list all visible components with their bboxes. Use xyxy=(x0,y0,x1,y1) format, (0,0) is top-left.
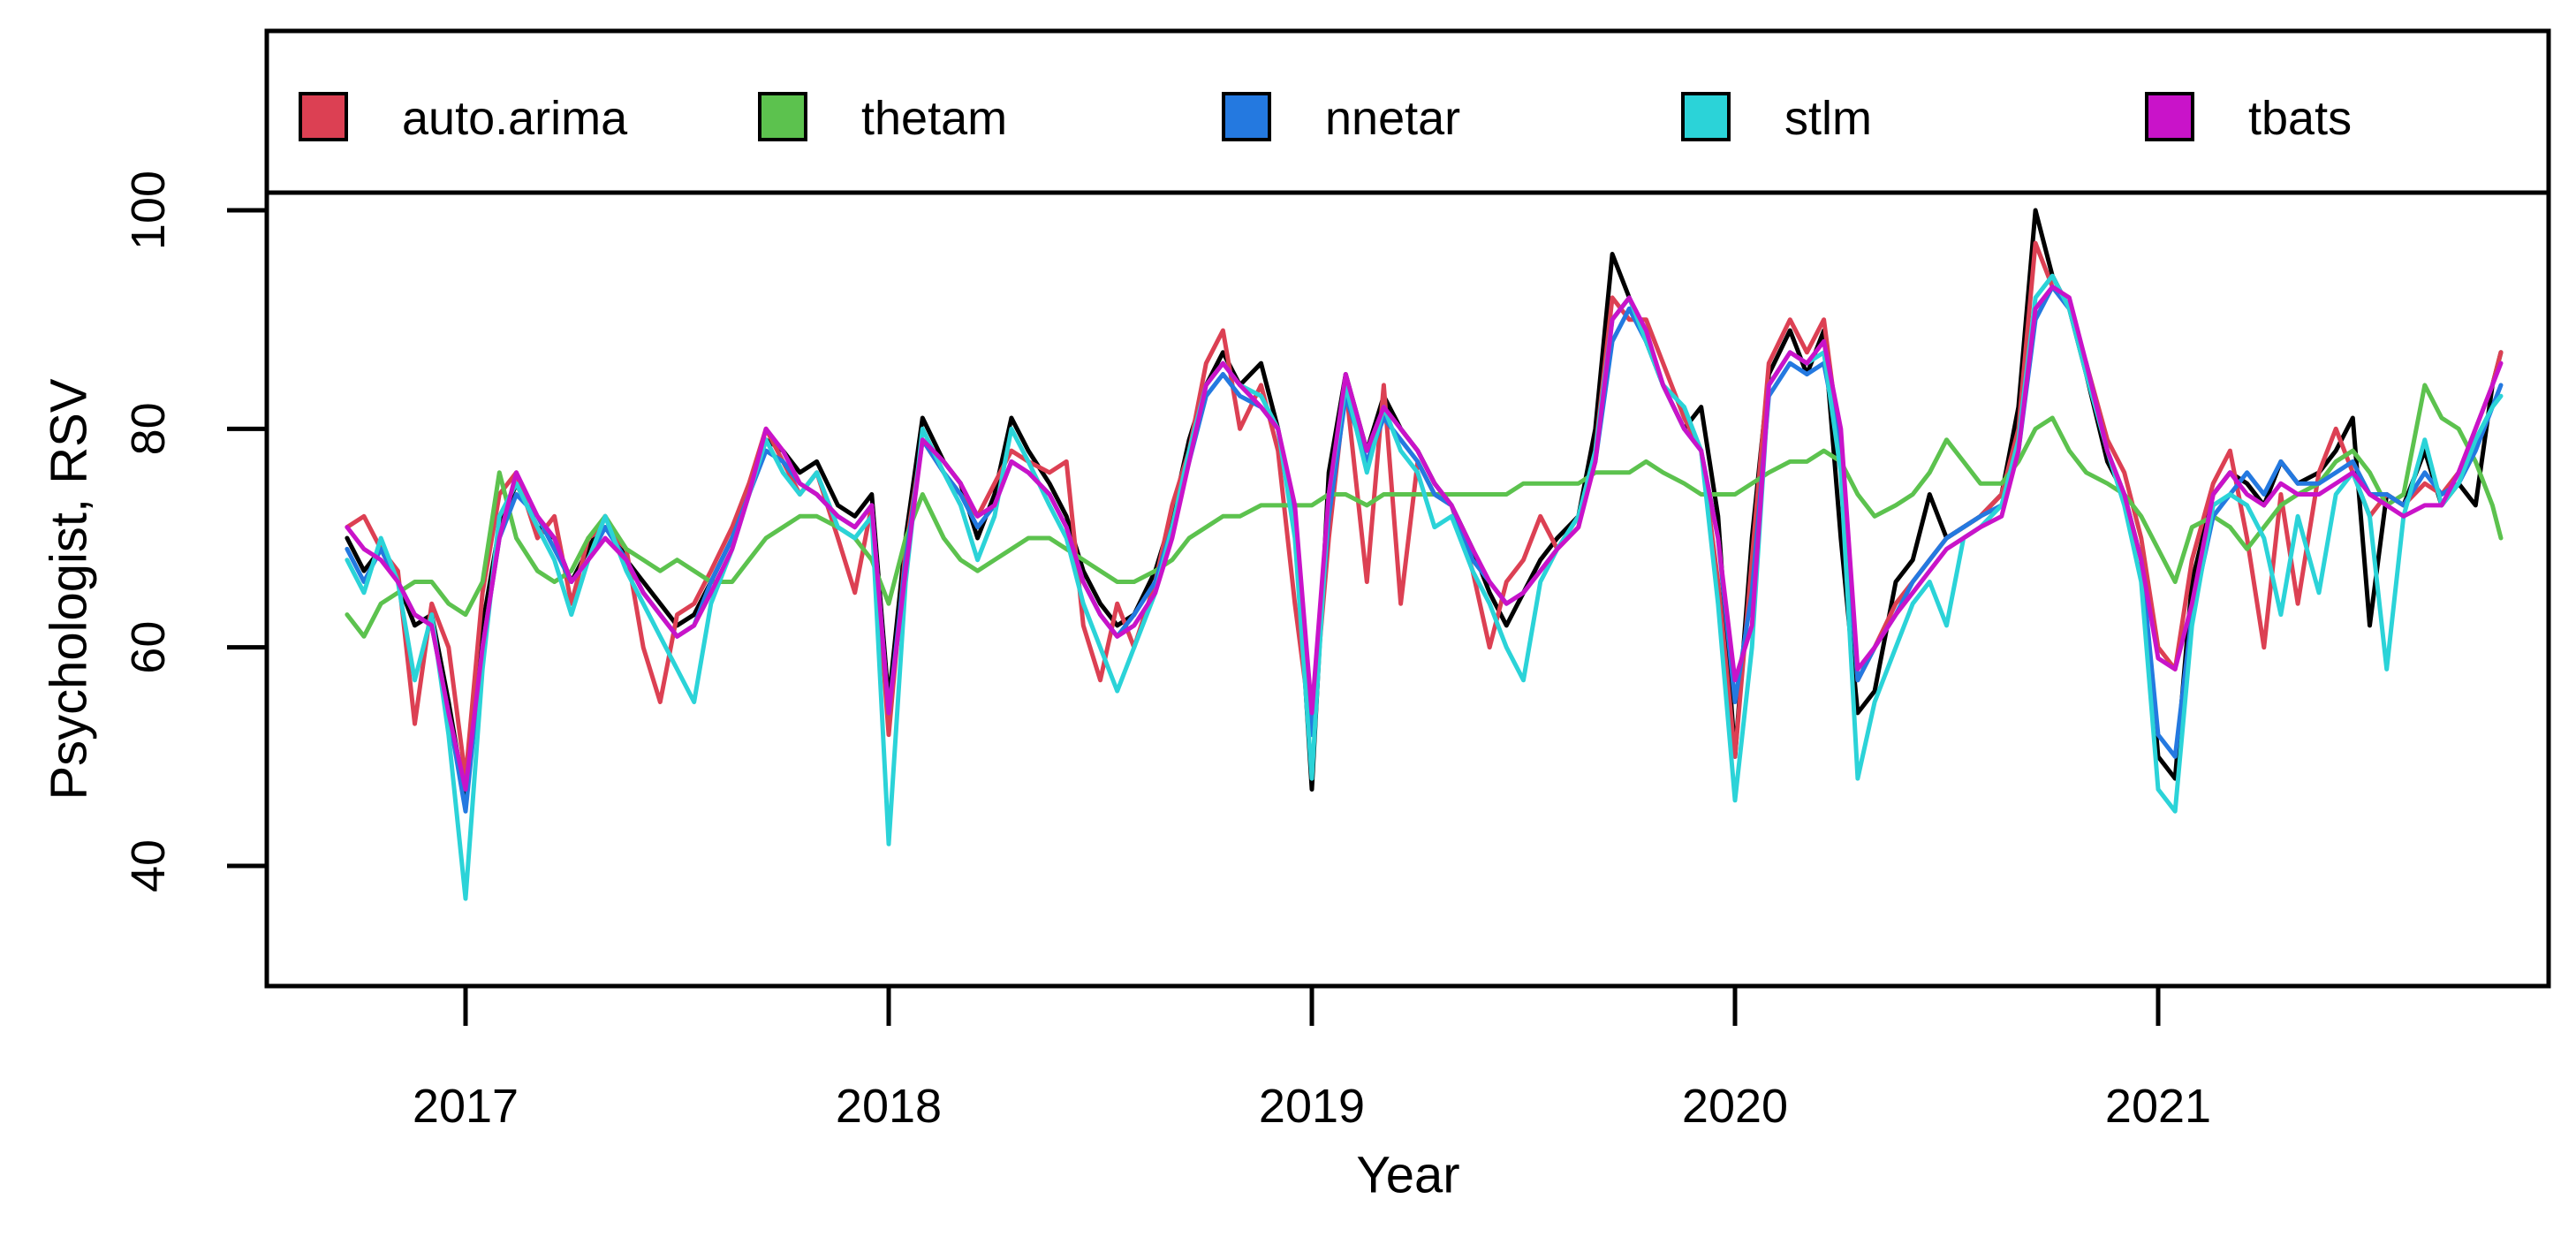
legend-swatch-auto.arima xyxy=(299,92,348,141)
legend-swatch-thetam xyxy=(758,92,807,141)
legend-swatch-tbats xyxy=(2145,92,2194,141)
series-line-auto.arima xyxy=(345,240,2504,781)
series-line-stlm xyxy=(345,273,2504,901)
legend-label-thetam: thetam xyxy=(861,92,1007,145)
x-axis-title: Year xyxy=(1356,1146,1460,1204)
legend-swatch-stlm xyxy=(1681,92,1731,141)
legend-label-nnetar: nnetar xyxy=(1325,92,1460,145)
series-line-tbats xyxy=(345,285,2504,792)
series-line-observed xyxy=(345,208,2504,803)
y-tick-label-40: 40 xyxy=(122,839,175,892)
x-tick-label-2019: 2019 xyxy=(1259,1080,1365,1133)
x-tick-label-2017: 2017 xyxy=(413,1080,519,1133)
legend-label-auto.arima: auto.arima xyxy=(402,92,628,145)
plot-frame xyxy=(264,28,2551,989)
x-tick-label-2020: 2020 xyxy=(1682,1080,1788,1133)
x-tick-label-2018: 2018 xyxy=(836,1080,942,1133)
series-line-thetam xyxy=(345,383,2504,639)
y-tick-label-80: 80 xyxy=(122,402,175,455)
legend-label-stlm: stlm xyxy=(1784,92,1872,145)
series-line-nnetar xyxy=(345,285,2504,814)
y-tick-label-100: 100 xyxy=(122,171,175,250)
y-tick-label-60: 60 xyxy=(122,621,175,674)
legend-swatch-nnetar xyxy=(1222,92,1271,141)
legend-label-tbats: tbats xyxy=(2248,92,2352,145)
x-tick-label-2021: 2021 xyxy=(2105,1080,2211,1133)
y-axis-title: Psychologist, RSV xyxy=(40,378,98,801)
